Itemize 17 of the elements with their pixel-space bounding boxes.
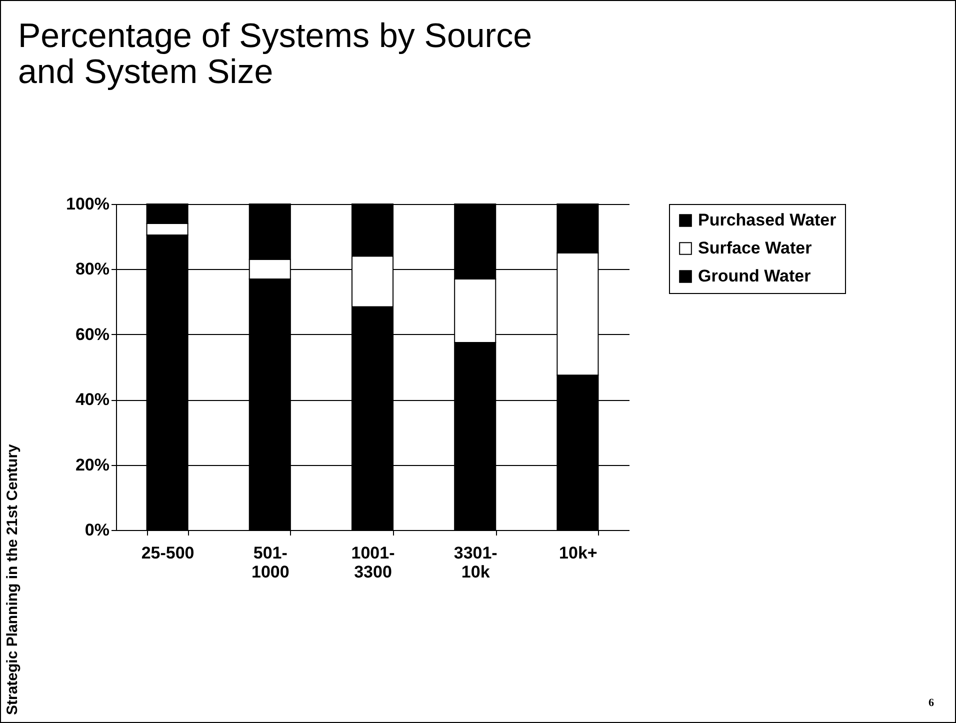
- x-tick-label: 3301- 10k: [454, 544, 498, 582]
- x-tick-label: 501- 1000: [251, 544, 290, 582]
- y-tick-label: 40%: [75, 390, 110, 410]
- x-tick-label: 1001- 3300: [351, 544, 395, 582]
- y-tick-label: 80%: [75, 260, 110, 279]
- text: 6: [928, 697, 934, 709]
- y-tick-label: 100%: [66, 194, 110, 214]
- legend-label: Surface Water: [698, 238, 812, 258]
- legend-label: Ground Water: [698, 266, 812, 286]
- legend-label: Purchased Water: [698, 210, 837, 230]
- text: Strategic Planning in the 21st Century: [4, 444, 21, 715]
- x-tick-label: 25-500: [141, 544, 194, 562]
- y-tick-label: 60%: [75, 324, 110, 344]
- x-tick-label: 10k+: [559, 544, 598, 562]
- y-tick-label: 0%: [84, 520, 110, 540]
- chart-title: Percentage of Systems by Source and System Size: [18, 17, 534, 91]
- y-tick-label: 20%: [75, 455, 110, 474]
